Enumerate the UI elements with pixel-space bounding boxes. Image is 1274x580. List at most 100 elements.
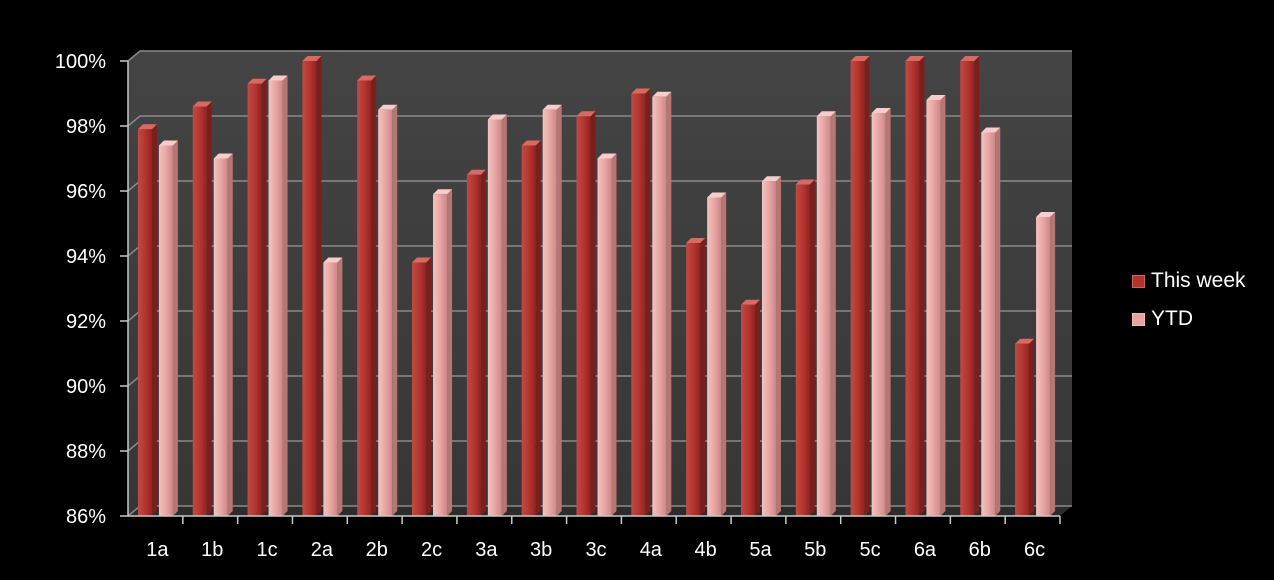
bar-top [542,104,562,110]
bar-front [926,100,941,516]
bar-front [302,61,317,516]
bar-front [268,80,283,516]
bar-side [590,111,596,516]
bar-ytd-3c [597,153,617,516]
bar-top [412,257,432,263]
bar-front [521,145,536,516]
bar-side [830,111,836,516]
bar-this-week-2c [412,257,432,516]
x-tick-label: 5c [860,539,881,561]
bar-this-week-1c [247,78,267,516]
bar-this-week-5b [795,179,815,516]
bar-top [268,75,288,81]
bar-ytd-2a [323,257,343,516]
bar-front [158,145,173,516]
bar-side [480,169,486,516]
x-tick-label: 3c [585,539,606,561]
bar-this-week-6a [905,56,925,516]
bar-top [323,257,343,263]
gridlines [127,50,1072,517]
bar-top [1015,338,1035,344]
bar-side [227,153,233,516]
y-tick-label: 96% [66,181,106,203]
x-tick-label: 5b [804,539,826,561]
bar-top [247,78,267,84]
bar-side [809,179,815,516]
bar-side [282,75,288,516]
bar-top [707,192,727,198]
bar-front [905,61,920,516]
bar-side [700,238,706,516]
bar-top [192,101,212,107]
x-tick-label: 6a [914,539,937,561]
bar-front [487,119,502,516]
bar-front [542,109,557,516]
bar-this-week-6c [1015,338,1035,516]
bar-side [337,257,343,516]
bar-front [433,194,448,516]
x-tick-label: 6b [969,539,991,561]
bar-side [535,140,541,516]
bar-front [740,304,755,516]
bar-this-week-3c [576,111,596,516]
bar-this-week-4b [686,238,706,516]
bar-ytd-6a [926,95,946,516]
bar-side [1029,338,1035,516]
bar-front [871,113,886,516]
bar-front [816,116,831,516]
bar-this-week-5c [850,56,870,516]
bar-top [981,127,1001,133]
x-tick-label: 1c [256,539,277,561]
y-tick-label: 94% [66,246,106,268]
bar-side [974,56,980,516]
bar-top [597,153,617,159]
bar-side [316,56,322,516]
bar-this-week-1a [137,124,157,516]
bar-ytd-1b [213,153,233,516]
legend-item-series-0[interactable]: This week [1132,264,1246,298]
legend-item-series-1[interactable]: YTD [1132,302,1246,336]
bar-this-week-2b [357,75,377,516]
x-tick-label: 2b [366,539,388,561]
bar-side [885,108,891,516]
bar-side [864,56,870,516]
bar-side [919,56,925,516]
bar-ytd-1a [158,140,178,516]
bar-this-week-6b [960,56,980,516]
bar-side [261,78,267,516]
bar-top [631,88,651,94]
bar-top [761,176,781,182]
bar-top [487,114,507,120]
bar-side [392,104,398,516]
x-tick-label: 1a [146,539,169,561]
bar-side [172,140,178,516]
bar-top [1036,212,1056,217]
bar-side [556,104,562,516]
bar-front [795,184,810,516]
bar-top [652,91,672,97]
bar-ytd-5a [761,176,781,516]
x-tick-label: 5a [749,539,772,561]
bar-top [905,56,925,61]
bar-ytd-5c [871,108,891,516]
x-tick-label: 2a [311,539,334,561]
bar-front [960,61,975,516]
bar-front [576,116,591,516]
x-tick-label: 4a [640,539,663,561]
bar-top [795,179,815,185]
bar-front [1036,217,1051,516]
bar-top [926,95,946,100]
bar-ytd-2b [378,104,398,516]
bar-top [576,111,596,117]
bar-side [501,114,507,516]
bar-top [850,56,870,61]
bar-ytd-4b [707,192,727,516]
y-tick-label: 100% [55,51,106,73]
bar-top [816,111,836,117]
bar-side [151,124,157,516]
legend-swatch-ytd [1132,312,1145,326]
bar-front [686,243,701,516]
x-tick-label: 3a [475,539,498,561]
